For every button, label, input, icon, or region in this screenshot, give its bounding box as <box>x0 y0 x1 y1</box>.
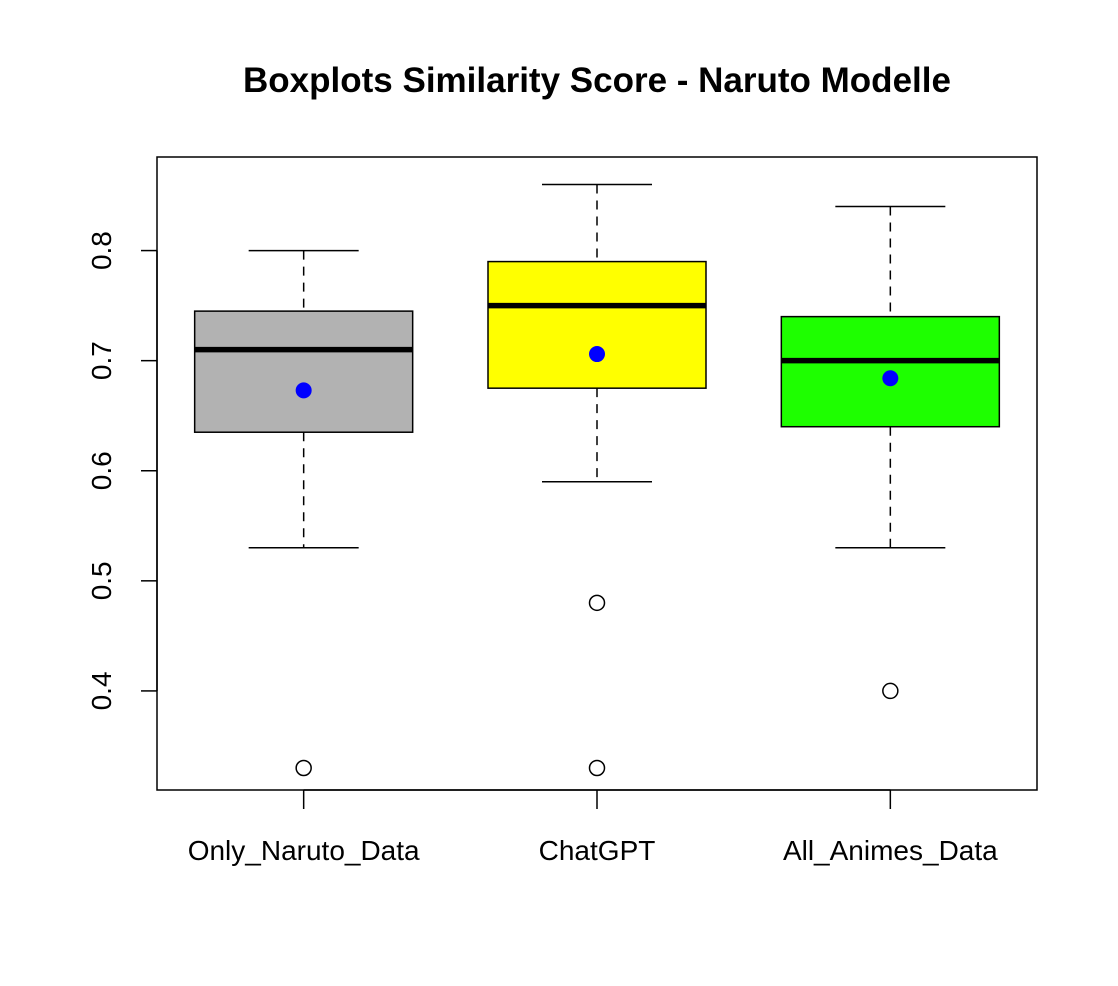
x-tick-label: ChatGPT <box>539 835 656 866</box>
mean-point <box>295 382 312 399</box>
outlier-point <box>588 594 606 612</box>
y-tick-label: 0.4 <box>86 671 117 710</box>
mean-point <box>882 370 899 387</box>
y-tick-label: 0.6 <box>86 451 117 490</box>
x-tick-label: Only_Naruto_Data <box>188 835 420 866</box>
outlier-point <box>295 759 312 777</box>
outlier-point <box>588 759 606 777</box>
x-tick-label: All_Animes_Data <box>783 835 998 866</box>
outlier-point <box>882 682 899 700</box>
mean-point <box>589 346 605 363</box>
boxes-group <box>193 183 1001 777</box>
iqr-box <box>193 310 414 433</box>
y-tick-label: 0.7 <box>86 341 117 380</box>
y-tick-label: 0.5 <box>86 561 117 600</box>
chart-title: Boxplots Similarity Score - Naruto Model… <box>243 61 951 100</box>
box-All_Animes_Data <box>780 205 1001 700</box>
box-ChatGPT <box>487 183 707 777</box>
iqr-box <box>487 260 707 389</box>
x-axis: Only_Naruto_Data ChatGPT All_Animes_Data <box>188 789 998 866</box>
y-axis: 0.4 0.5 0.6 0.7 0.8 <box>86 231 158 710</box>
box-Only_Naruto_Data <box>193 249 414 777</box>
y-tick-label: 0.8 <box>86 231 117 270</box>
